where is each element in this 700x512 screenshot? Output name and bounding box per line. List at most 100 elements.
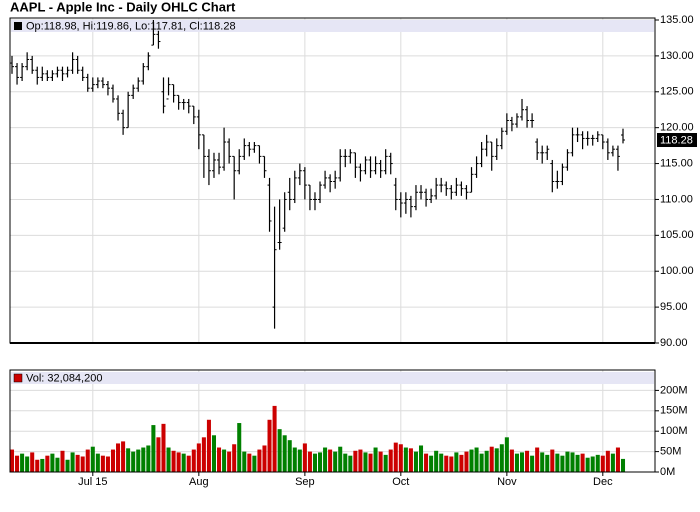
volume-bar <box>514 453 519 472</box>
volume-bar <box>126 448 131 472</box>
volume-bar <box>368 453 373 472</box>
y-tick-label: 105.00 <box>660 229 694 241</box>
volume-bar <box>605 450 610 472</box>
volume-bar <box>580 453 585 472</box>
volume-bar <box>459 454 464 472</box>
volume-bar <box>358 449 363 472</box>
volume-tick-label: 150M <box>660 405 688 417</box>
volume-tick-label: 50M <box>660 446 681 458</box>
y-tick-label: 95.00 <box>660 301 688 313</box>
last-price-badge <box>657 133 697 148</box>
volume-bar <box>65 459 70 472</box>
volume-bar <box>201 437 206 472</box>
y-tick-label: 135.00 <box>660 14 694 26</box>
volume-bar <box>429 455 434 472</box>
volume-bar <box>272 405 277 472</box>
volume-bar <box>373 447 378 472</box>
volume-bar <box>105 456 110 472</box>
y-tick-label: 120.00 <box>660 122 694 134</box>
volume-bar <box>464 451 469 472</box>
volume-bar <box>186 455 191 472</box>
volume-bar <box>333 451 338 472</box>
volume-bar <box>80 456 85 472</box>
volume-bar <box>156 437 161 472</box>
volume-bar <box>570 452 575 472</box>
volume-bar <box>418 445 424 472</box>
volume-bar <box>161 423 166 472</box>
volume-bar <box>302 443 307 472</box>
volume-bar <box>343 453 348 472</box>
volume-bar <box>615 447 620 472</box>
y-tick-label: 125.00 <box>660 86 694 98</box>
volume-bar <box>620 458 626 472</box>
volume-bar <box>393 442 398 472</box>
volume-bar <box>217 447 222 472</box>
volume-frame <box>9 369 656 473</box>
chart-title: AAPL - Apple Inc - Daily OHLC Chart <box>10 0 236 14</box>
volume-bar <box>60 450 65 472</box>
volume-bar <box>95 453 100 472</box>
volume-bar <box>535 447 540 472</box>
y-tick-label: 90.00 <box>660 337 688 349</box>
volume-bar <box>530 455 535 472</box>
volume-bar <box>560 455 565 472</box>
volume-bar <box>35 459 40 472</box>
volume-bar <box>585 457 590 472</box>
volume-bar <box>171 450 176 472</box>
volume-bar <box>383 454 388 472</box>
volume-bar <box>297 449 302 472</box>
legend-marker <box>13 373 23 383</box>
volume-bar <box>292 447 297 472</box>
volume-bar <box>449 456 454 472</box>
volume-bar <box>110 449 116 472</box>
volume-bar <box>474 447 479 472</box>
volume-bar <box>328 449 333 472</box>
volume-bar <box>408 448 413 472</box>
x-tick-label: Aug <box>189 476 209 488</box>
volume-bar <box>50 453 55 472</box>
volume-bar <box>227 451 232 472</box>
legend-text: Op:118.98, Hi:119.86, Lo:117.81, Cl:118.… <box>26 20 236 32</box>
volume-bar <box>312 453 317 472</box>
volume-bar <box>45 455 50 472</box>
volume-bar <box>257 449 262 472</box>
volume-bar <box>136 449 141 472</box>
x-tick-label: Jul 15 <box>78 476 107 488</box>
volume-bar <box>181 453 186 472</box>
volume-bar <box>40 458 45 472</box>
volume-bar <box>242 451 247 472</box>
volume-bar <box>424 453 429 472</box>
volume-bar <box>378 451 383 472</box>
x-tick-label: Dec <box>593 476 613 488</box>
volume-bar <box>575 454 580 472</box>
volume-bar <box>610 453 615 472</box>
volume-bar <box>519 452 525 472</box>
volume-bar <box>318 452 323 472</box>
volume-bar <box>489 446 494 472</box>
volume-tick-label: 0M <box>660 466 675 478</box>
y-tick-label: 130.00 <box>660 50 694 62</box>
volume-bar <box>600 455 605 472</box>
y-tick-label: 100.00 <box>660 265 694 277</box>
volume-bar <box>550 449 555 472</box>
volume-bar <box>90 446 95 472</box>
volume-bar <box>434 450 439 472</box>
legend-marker <box>14 22 22 30</box>
volume-bar <box>70 452 75 472</box>
volume-bar <box>131 451 136 472</box>
x-tick-label: Sep <box>295 476 315 488</box>
volume-bar <box>338 446 343 472</box>
legend-band <box>11 372 654 384</box>
volume-bar <box>494 448 499 472</box>
volume-bar <box>439 453 444 472</box>
volume-tick-label: 200M <box>660 384 688 396</box>
volume-bar <box>116 443 121 472</box>
volume-bar <box>141 447 146 472</box>
volume-bar <box>25 456 30 472</box>
volume-bar <box>525 450 530 472</box>
volume-bar <box>277 429 282 472</box>
volume-bar <box>196 443 201 472</box>
volume-bar <box>151 425 156 472</box>
volume-bar <box>282 435 287 472</box>
